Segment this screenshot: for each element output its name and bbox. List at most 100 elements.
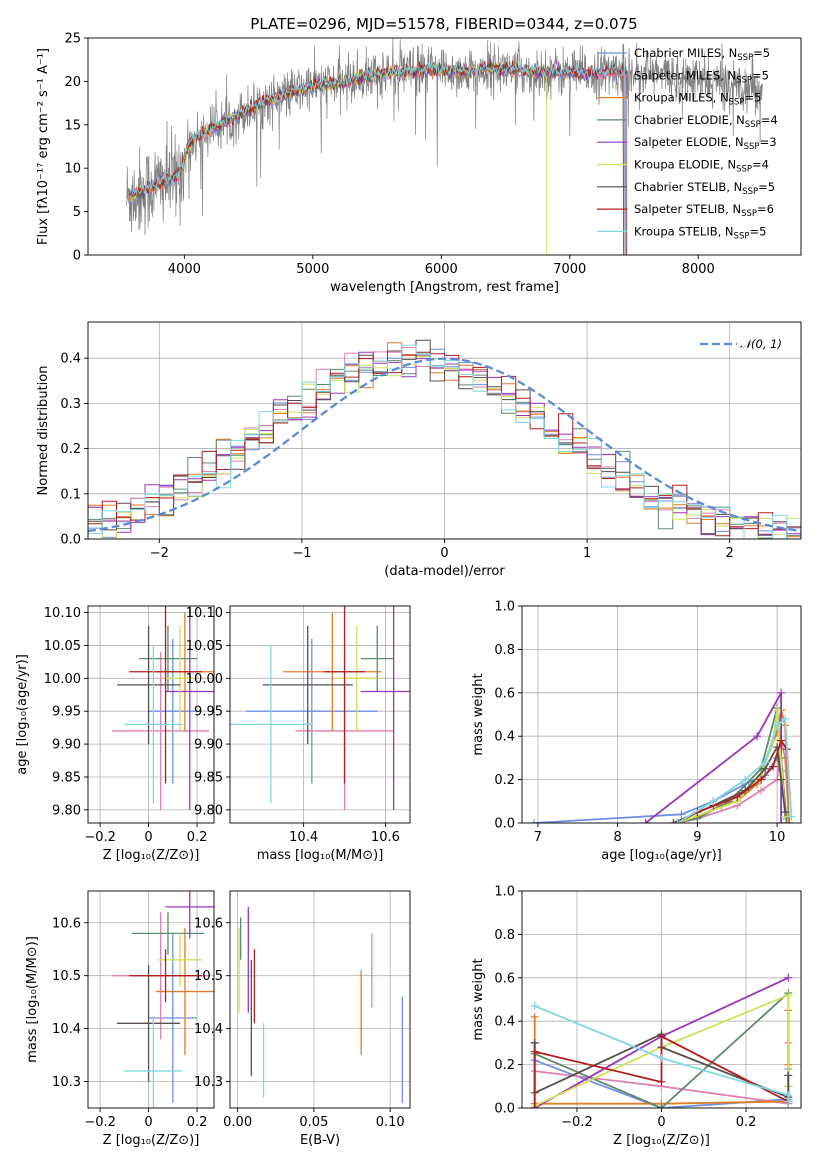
y-tick-label: 20 xyxy=(64,75,81,90)
y-tick-label: 0.8 xyxy=(494,928,515,943)
axes-frame xyxy=(229,890,411,1109)
plot-area xyxy=(112,606,214,810)
data-point xyxy=(129,949,202,1003)
plot-area xyxy=(112,891,214,1108)
y-tick-label: 9.80 xyxy=(52,803,81,818)
legend-sub: SSP xyxy=(736,165,752,175)
x-tick-label: 6000 xyxy=(425,262,458,277)
data-point xyxy=(230,645,312,804)
series-line xyxy=(677,740,790,823)
data-point xyxy=(336,625,378,731)
y-tick-label: 9.80 xyxy=(194,803,223,818)
legend-tail: =5 xyxy=(758,180,775,194)
legend-main: Chabrier ELODIE, N xyxy=(634,113,745,127)
x-tick-label: 10.4 xyxy=(289,830,318,845)
y-tick-label: 0 xyxy=(73,249,81,264)
data-point xyxy=(530,1104,539,1108)
panel-mass-vs-Z: −0.2 0 0.2 10.3 10.4 10.5 10.6 Z [log₁₀(Z/Z⊙)] m… xyxy=(25,890,215,1148)
y-tick-label: 25 xyxy=(64,32,81,47)
data-point xyxy=(657,1104,666,1108)
x-axis-label: Z [log₁₀(Z/Z⊙)] xyxy=(613,1133,710,1148)
data-point xyxy=(741,775,750,784)
y-tick-label: 0.2 xyxy=(494,1058,515,1073)
legend-main: Kroupa STELIB, N xyxy=(634,224,734,238)
y-tick-label: 0.2 xyxy=(494,773,515,788)
data-point xyxy=(785,819,794,823)
model-spectrum xyxy=(129,61,626,255)
data-point xyxy=(773,706,782,715)
data-point xyxy=(769,762,778,771)
panel-weight-vs-Z: −0.2 0 0.2 0.0 0.2 0.4 0.6 0.8 1.0 Z [log₁₀(Z/Z⊙)… xyxy=(471,885,802,1148)
y-tick-label: 10.4 xyxy=(194,1022,223,1037)
legend-tail: =6 xyxy=(757,202,774,216)
data-point xyxy=(131,912,205,955)
x-tick-label: 0.2 xyxy=(187,1115,208,1130)
y-tick-label: 10.3 xyxy=(52,1075,81,1090)
y-tick-label: 0.4 xyxy=(494,730,515,745)
panel-age-vs-mass: 10.4 10.6 9.80 9.85 9.90 9.95 10.00 10.05 10.10 m… xyxy=(186,605,411,863)
x-tick-label: 2 xyxy=(726,546,734,561)
legend-entry: Salpeter STELIB, NSSP=6 xyxy=(634,202,774,219)
data-point xyxy=(781,808,790,817)
legend-entry: Kroupa STELIB, NSSP=5 xyxy=(634,224,766,241)
y-tick-label: 9.95 xyxy=(194,705,223,720)
data-point xyxy=(777,736,786,745)
x-tick-label: −0.2 xyxy=(84,1115,116,1130)
y-tick-label: 10.10 xyxy=(44,606,81,621)
legend-main: Chabrier STELIB, N xyxy=(634,180,742,194)
x-tick-label: −0.2 xyxy=(561,1115,593,1130)
x-tick-label: 0.2 xyxy=(187,830,208,845)
y-tick-label: 0.4 xyxy=(60,352,81,367)
y-tick-label: 9.85 xyxy=(194,770,223,785)
legend-entry: 𝒩(0, 1) xyxy=(740,337,782,351)
x-tick-label: 0.00 xyxy=(223,1115,252,1130)
y-axis-label: Flux [fλ10⁻¹⁷ erg cm⁻² s⁻¹ A⁻¹] xyxy=(36,48,51,245)
y-tick-label: 10.3 xyxy=(194,1075,223,1090)
legend-entry: Salpeter MILES, NSSP=5 xyxy=(634,68,769,85)
y-tick-label: 10.6 xyxy=(194,916,223,931)
plot-area xyxy=(88,339,801,539)
legend-entry: Kroupa ELODIE, NSSP=4 xyxy=(634,158,769,175)
data-point xyxy=(782,819,791,823)
data-series xyxy=(673,714,796,823)
legend-sub: SSP xyxy=(745,120,761,130)
legend-entry: Kroupa MILES, NSSP=5 xyxy=(634,91,761,108)
x-tick-label: 0 xyxy=(144,830,152,845)
data-point xyxy=(246,638,378,784)
y-tick-label: 0.3 xyxy=(60,397,81,412)
x-tick-label: −2 xyxy=(150,546,169,561)
y-tick-label: 0.1 xyxy=(60,487,81,502)
data-point xyxy=(165,606,214,810)
y-tick-label: 9.95 xyxy=(52,705,81,720)
x-axis-label: E(B-V) xyxy=(300,1133,340,1148)
y-tick-label: 10.4 xyxy=(52,1022,81,1037)
panel-spectrum: 4000 5000 6000 7000 8000 0 5 10 15 20 25 wavelength… xyxy=(36,32,802,295)
data-point xyxy=(709,797,718,806)
x-tick-label: −1 xyxy=(292,546,311,561)
plot-area xyxy=(529,688,796,823)
data-point xyxy=(757,786,766,795)
data-point xyxy=(777,688,786,697)
x-tick-label: 8000 xyxy=(682,262,715,277)
legend-tail: =4 xyxy=(752,158,769,172)
x-tick-label: 10 xyxy=(769,830,786,845)
data-point xyxy=(773,721,782,730)
x-tick-label: 0 xyxy=(440,546,448,561)
y-tick-label: 9.90 xyxy=(194,738,223,753)
y-tick-label: 0.8 xyxy=(494,643,515,658)
y-tick-label: 5 xyxy=(73,205,81,220)
y-axis-label: mass [log₁₀(M/M⊙)] xyxy=(25,936,40,1063)
y-tick-label: 10.00 xyxy=(44,672,81,687)
x-axis-label: Z [log₁₀(Z/Z⊙)] xyxy=(103,848,200,863)
data-point xyxy=(112,652,210,810)
data-point xyxy=(657,1077,666,1086)
legend-sub: SSP xyxy=(741,209,757,219)
data-point xyxy=(148,933,198,1103)
plot-area xyxy=(530,973,793,1108)
x-tick-label: 7000 xyxy=(553,262,586,277)
legend-tail: =5 xyxy=(753,46,770,60)
data-point xyxy=(148,638,198,784)
legend-tail: =3 xyxy=(760,135,777,149)
